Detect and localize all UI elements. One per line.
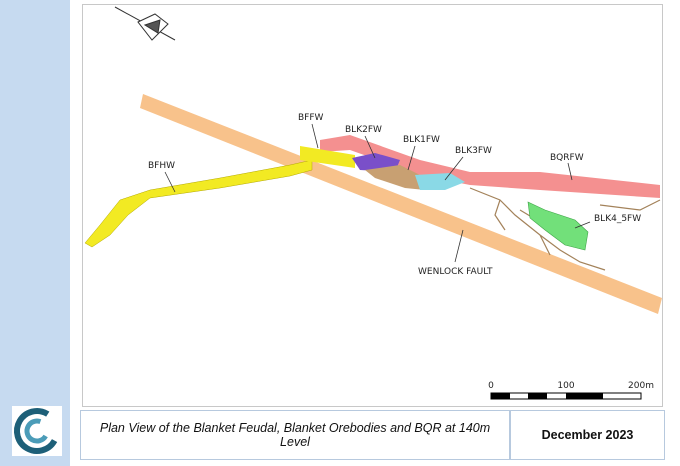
date: December 2023 [510, 410, 665, 460]
scale-label: 200m [628, 381, 654, 391]
side-strip [0, 0, 70, 466]
ore-label: BLK2FW [345, 125, 382, 135]
ore-label: BQRFW [550, 153, 584, 163]
blk4-5fw-body [527, 201, 589, 251]
ore-label: BFFW [298, 113, 324, 123]
blk3fw-body [415, 173, 465, 190]
fault-band [140, 94, 662, 314]
leader [454, 229, 464, 263]
scale-label: 0 [488, 381, 494, 391]
ore-label: BLK4_5FW [594, 214, 641, 224]
north-arrow [114, 6, 176, 41]
scale-label: 100 [557, 381, 574, 391]
scale-bar: 0 100 200m [488, 381, 654, 400]
bqrfw-body [320, 135, 660, 198]
ore-label: BLK1FW [403, 135, 440, 145]
fault-label: WENLOCK FAULT [418, 267, 493, 277]
bffw-body [300, 146, 355, 168]
label-leaders [164, 123, 591, 229]
ore-label: BFHW [148, 161, 175, 171]
caption: Plan View of the Blanket Feudal, Blanket… [80, 410, 510, 460]
map-frame [82, 4, 663, 407]
ore-label: BLK3FW [455, 146, 492, 156]
blk1fw-body [365, 165, 425, 190]
bfhw-body [84, 159, 313, 248]
logo [12, 406, 62, 456]
